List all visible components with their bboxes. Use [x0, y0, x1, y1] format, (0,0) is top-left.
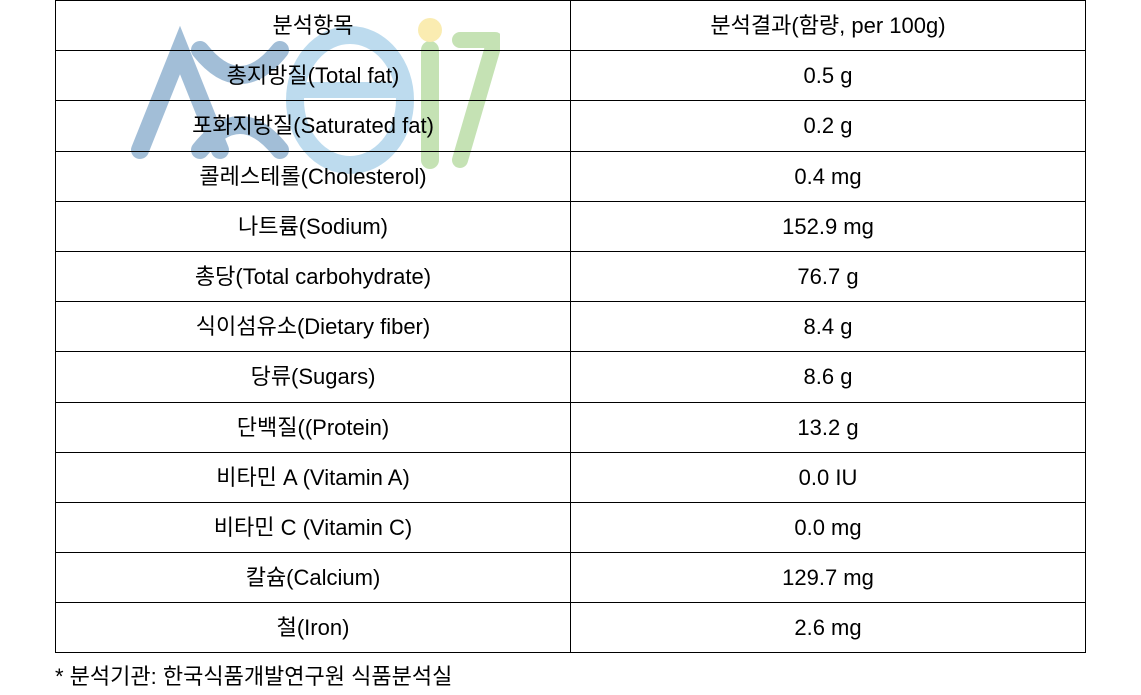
footnote: * 분석기관: 한국식품개발연구원 식품분석실: [0, 653, 1141, 694]
cell-item: 비타민 C (Vitamin C): [56, 502, 571, 552]
table-row: 포화지방질(Saturated fat) 0.2 g: [56, 101, 1086, 151]
table-header-row: 분석항목 분석결과(함량, per 100g): [56, 1, 1086, 51]
cell-item: 비타민 A (Vitamin A): [56, 452, 571, 502]
cell-item: 총당(Total carbohydrate): [56, 251, 571, 301]
cell-item: 총지방질(Total fat): [56, 51, 571, 101]
cell-result: 0.2 g: [571, 101, 1086, 151]
cell-item: 당류(Sugars): [56, 352, 571, 402]
table-row: 나트륨(Sodium) 152.9 mg: [56, 201, 1086, 251]
table-row: 당류(Sugars) 8.6 g: [56, 352, 1086, 402]
cell-result: 129.7 mg: [571, 553, 1086, 603]
cell-result: 152.9 mg: [571, 201, 1086, 251]
cell-result: 0.4 mg: [571, 151, 1086, 201]
table-row: 총지방질(Total fat) 0.5 g: [56, 51, 1086, 101]
table-row: 비타민 C (Vitamin C) 0.0 mg: [56, 502, 1086, 552]
nutrition-table: 분석항목 분석결과(함량, per 100g) 총지방질(Total fat) …: [55, 0, 1086, 653]
cell-result: 0.0 IU: [571, 452, 1086, 502]
table-body: 총지방질(Total fat) 0.5 g 포화지방질(Saturated fa…: [56, 51, 1086, 653]
cell-item: 포화지방질(Saturated fat): [56, 101, 571, 151]
table-row: 총당(Total carbohydrate) 76.7 g: [56, 251, 1086, 301]
table-row: 콜레스테롤(Cholesterol) 0.4 mg: [56, 151, 1086, 201]
cell-item: 칼슘(Calcium): [56, 553, 571, 603]
cell-item: 나트륨(Sodium): [56, 201, 571, 251]
table-row: 칼슘(Calcium) 129.7 mg: [56, 553, 1086, 603]
cell-result: 0.0 mg: [571, 502, 1086, 552]
cell-item: 식이섬유소(Dietary fiber): [56, 302, 571, 352]
table-row: 식이섬유소(Dietary fiber) 8.4 g: [56, 302, 1086, 352]
table-row: 철(Iron) 2.6 mg: [56, 603, 1086, 653]
cell-result: 8.4 g: [571, 302, 1086, 352]
cell-result: 76.7 g: [571, 251, 1086, 301]
header-item: 분석항목: [56, 1, 571, 51]
cell-item: 콜레스테롤(Cholesterol): [56, 151, 571, 201]
cell-result: 2.6 mg: [571, 603, 1086, 653]
cell-result: 8.6 g: [571, 352, 1086, 402]
cell-item: 철(Iron): [56, 603, 571, 653]
table-row: 단백질((Protein) 13.2 g: [56, 402, 1086, 452]
cell-result: 13.2 g: [571, 402, 1086, 452]
cell-result: 0.5 g: [571, 51, 1086, 101]
nutrition-table-container: 분석항목 분석결과(함량, per 100g) 총지방질(Total fat) …: [0, 0, 1141, 653]
cell-item: 단백질((Protein): [56, 402, 571, 452]
table-row: 비타민 A (Vitamin A) 0.0 IU: [56, 452, 1086, 502]
header-result: 분석결과(함량, per 100g): [571, 1, 1086, 51]
